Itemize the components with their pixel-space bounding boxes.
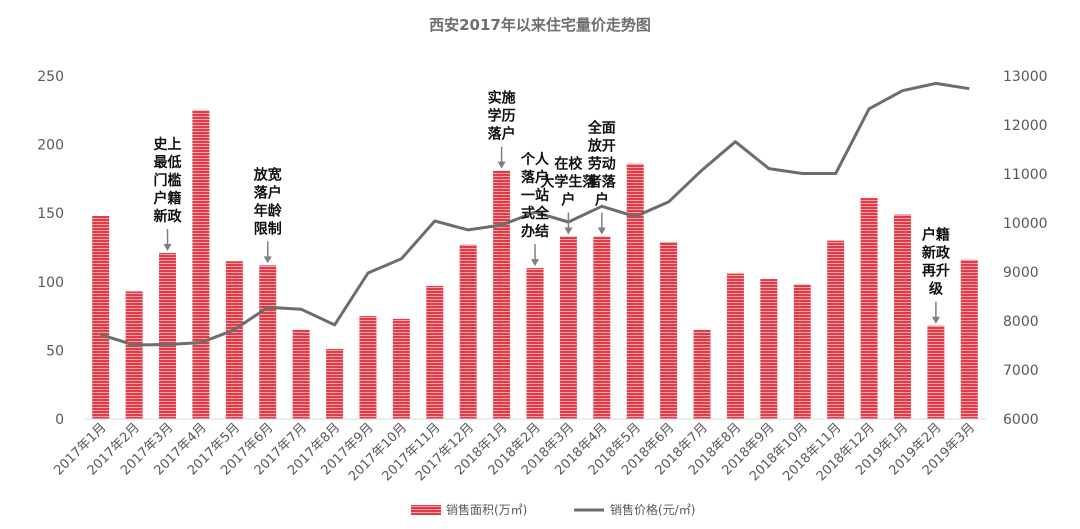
- area-bar: [860, 198, 878, 419]
- left-axis-tick: 50: [46, 343, 64, 359]
- left-axis: 0 50 100 150 200 250: [37, 69, 64, 428]
- area-bar: [760, 279, 778, 419]
- legend: 销售面积(万㎡) 销售价格(元/㎡): [411, 502, 695, 517]
- annotation-text: 新政: [154, 208, 183, 225]
- left-axis-tick: 0: [55, 412, 64, 428]
- annotation-text: 落户: [488, 126, 516, 143]
- annotation-text: 在校: [554, 156, 583, 173]
- annotation-text: 办结: [521, 223, 549, 240]
- area-bar: [626, 163, 644, 419]
- area-bar: [159, 252, 177, 419]
- annotation-text: 大学生落: [540, 174, 597, 191]
- area-bar: [125, 291, 143, 419]
- annotation-text: 年龄: [254, 202, 283, 219]
- annotation-arrow-head: [597, 227, 606, 235]
- bar-series: [92, 110, 978, 420]
- area-bar: [893, 214, 911, 419]
- right-axis-tick: 10000: [1003, 216, 1048, 232]
- annotation-text: 户: [561, 192, 575, 209]
- annotation-text: 最低: [154, 154, 182, 171]
- annotation-arrow-head: [497, 161, 506, 169]
- area-bar: [392, 318, 410, 419]
- right-axis-tick: 7000: [1003, 363, 1039, 379]
- area-bar: [793, 284, 811, 419]
- area-bar: [459, 244, 477, 419]
- annotation-text: 门槛: [154, 172, 182, 189]
- price-line: [100, 81, 970, 347]
- chart-title: 西安2017年以来住宅量价走势图: [429, 16, 651, 34]
- legend-price-label: 销售价格(元/㎡): [610, 502, 695, 517]
- left-axis-tick: 100: [37, 275, 64, 291]
- right-axis-tick: 12000: [1003, 118, 1048, 134]
- area-bar: [526, 268, 544, 419]
- annotation-text: 户籍: [154, 190, 182, 207]
- right-axis-tick: 8000: [1003, 314, 1039, 330]
- right-axis: 6000 7000 8000 9000 10000 11000 12000 13000: [1003, 69, 1048, 428]
- annotation-arrow-head: [531, 259, 539, 267]
- annotation-arrow-head: [163, 243, 172, 251]
- annotation-text: 户: [595, 192, 609, 209]
- right-axis-tick: 6000: [1003, 412, 1039, 428]
- area-bar: [726, 273, 744, 419]
- annotation-text: 史上: [154, 137, 182, 153]
- area-bar: [359, 316, 377, 419]
- right-axis-tick: 11000: [1003, 167, 1048, 183]
- area-bar: [827, 240, 845, 419]
- right-axis-tick: 13000: [1003, 69, 1048, 85]
- area-bar: [693, 329, 711, 419]
- annotation-text: 放宽: [253, 166, 282, 183]
- area-bar: [927, 325, 945, 419]
- area-bar: [493, 170, 511, 419]
- area-bar: [660, 242, 678, 419]
- area-bar: [92, 215, 110, 419]
- annotation-arrow-head: [931, 316, 940, 324]
- left-axis-tick: 150: [37, 206, 64, 222]
- area-bar: [426, 285, 444, 419]
- annotation-text: 新政: [922, 245, 951, 262]
- annotation-text: 式全: [521, 205, 550, 222]
- area-bar: [960, 259, 978, 419]
- annotation-text: 学历: [488, 108, 516, 125]
- left-axis-tick: 250: [37, 69, 64, 85]
- annotation-text: 个人: [520, 151, 550, 168]
- annotation-text: 劳动: [588, 156, 616, 173]
- annotation-text: 落户: [254, 184, 282, 201]
- annotation-text: 实施: [488, 90, 516, 107]
- annotation-text: 户籍: [922, 227, 950, 244]
- right-axis-tick: 9000: [1003, 265, 1039, 281]
- area-bar: [593, 236, 611, 419]
- area-bar: [225, 261, 243, 419]
- left-axis-tick: 200: [37, 138, 64, 154]
- annotation-text: 放开: [587, 138, 616, 155]
- annotation-text: 限制: [254, 220, 282, 237]
- annotations: 史上最低门槛户籍新政放宽落户年龄限制实施学历落户个人落户一站式全办结在校大学生落…: [154, 90, 951, 324]
- annotation-arrow-head: [564, 227, 573, 235]
- annotation-text: 再升: [922, 263, 950, 280]
- annotation-text: 落户: [521, 169, 549, 186]
- area-bar: [192, 110, 210, 420]
- annotation-text: 级: [929, 281, 944, 298]
- annotation-text: 者落: [588, 174, 617, 191]
- x-axis-ticks: 2017年1月2017年2月2017年3月2017年4月2017年5月2017年…: [51, 420, 978, 484]
- area-bar: [326, 349, 344, 419]
- legend-area-swatch: [411, 505, 441, 515]
- legend-area-label: 销售面积(万㎡): [446, 502, 527, 517]
- area-bar: [259, 265, 277, 419]
- area-bar: [559, 236, 577, 419]
- annotation-arrow-head: [263, 256, 272, 264]
- area-bar: [292, 329, 310, 419]
- annotation-text: 一站: [521, 187, 549, 204]
- annotation-text: 全面: [587, 120, 616, 137]
